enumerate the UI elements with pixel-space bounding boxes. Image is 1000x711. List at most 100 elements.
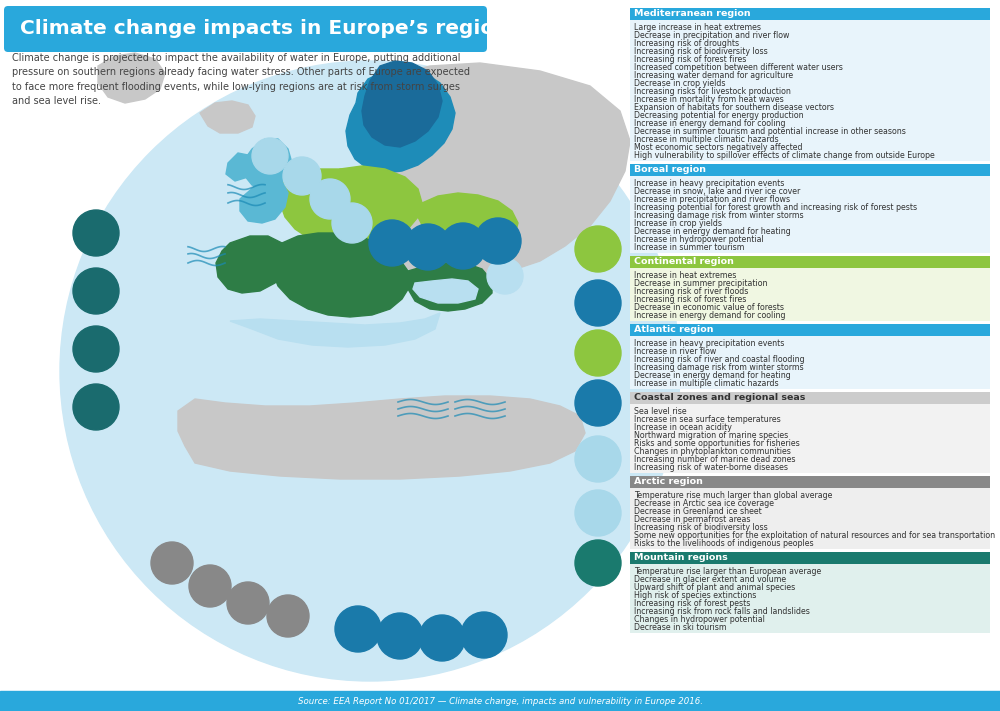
Text: Decrease in permafrost areas: Decrease in permafrost areas [634, 515, 750, 524]
Text: Risks and some opportunities for fisheries: Risks and some opportunities for fisheri… [634, 439, 800, 449]
Text: Increasing risk of biodiversity loss: Increasing risk of biodiversity loss [634, 48, 768, 56]
Circle shape [151, 542, 193, 584]
Text: Arctic region: Arctic region [634, 478, 703, 486]
Text: Increase in sea surface temperatures: Increase in sea surface temperatures [634, 415, 781, 424]
Text: Climate change impacts in Europe’s regions: Climate change impacts in Europe’s regio… [20, 19, 521, 38]
Text: Temperature rise larger than European average: Temperature rise larger than European av… [634, 567, 821, 577]
Text: Increasing number of marine dead zones: Increasing number of marine dead zones [634, 455, 796, 464]
Text: Increased competition between different water users: Increased competition between different … [634, 63, 843, 73]
Text: Increasing potential for forest growth and increasing risk of forest pests: Increasing potential for forest growth a… [634, 203, 917, 213]
Text: Large increase in heat extremes: Large increase in heat extremes [634, 23, 761, 32]
Text: Increase in ocean acidity: Increase in ocean acidity [634, 423, 732, 432]
Text: Increasing risk of water-borne diseases: Increasing risk of water-borne diseases [634, 464, 788, 472]
Text: Changes in phytoplankton communities: Changes in phytoplankton communities [634, 447, 791, 456]
Circle shape [419, 615, 465, 661]
Text: Upward shift of plant and animal species: Upward shift of plant and animal species [634, 583, 795, 592]
Circle shape [73, 268, 119, 314]
Text: Boreal region: Boreal region [634, 166, 706, 174]
Text: Increase in heat extremes: Increase in heat extremes [634, 272, 736, 280]
Circle shape [575, 436, 621, 482]
Text: Increase in multiple climatic hazards: Increase in multiple climatic hazards [634, 135, 779, 144]
Circle shape [405, 224, 451, 270]
Circle shape [369, 220, 415, 266]
Circle shape [487, 258, 523, 294]
Text: Temperature rise much larger than global average: Temperature rise much larger than global… [634, 491, 832, 501]
Text: Increasing risk of forest pests: Increasing risk of forest pests [634, 599, 750, 609]
Text: Increase in hydropower potential: Increase in hydropower potential [634, 235, 764, 245]
Text: Decrease in energy demand for heating: Decrease in energy demand for heating [634, 371, 791, 380]
Text: Atlantic region: Atlantic region [634, 326, 714, 334]
Polygon shape [340, 166, 422, 247]
Bar [0, 691, 1000, 711]
Bar [630, 336, 990, 389]
Polygon shape [178, 396, 585, 479]
Bar [630, 404, 990, 473]
FancyBboxPatch shape [4, 6, 487, 52]
Circle shape [332, 203, 372, 243]
Bar [630, 488, 990, 549]
Polygon shape [418, 193, 518, 253]
Circle shape [575, 380, 621, 426]
Bar [630, 164, 990, 176]
Text: Increasing risk of forest fires: Increasing risk of forest fires [634, 55, 746, 64]
Circle shape [73, 384, 119, 430]
Text: Decrease in Greenland ice sheet: Decrease in Greenland ice sheet [634, 508, 762, 516]
Text: Northward migration of marine species: Northward migration of marine species [634, 432, 788, 440]
Text: Increasing damage risk from winter storms: Increasing damage risk from winter storm… [634, 211, 804, 220]
Bar [630, 268, 990, 321]
Polygon shape [98, 53, 165, 103]
Text: Increasing risk of river and coastal flooding: Increasing risk of river and coastal flo… [634, 356, 805, 364]
Polygon shape [240, 181, 288, 223]
Text: Increase in energy demand for cooling: Increase in energy demand for cooling [634, 311, 786, 320]
Bar [630, 392, 990, 404]
Text: Increasing risk of river floods: Increasing risk of river floods [634, 287, 748, 296]
Text: Increasing damage risk from winter storms: Increasing damage risk from winter storm… [634, 363, 804, 373]
Circle shape [575, 280, 621, 326]
Text: Continental region: Continental region [634, 257, 734, 267]
Text: Increase in energy demand for cooling: Increase in energy demand for cooling [634, 119, 786, 128]
Text: Decrease in precipitation and river flow: Decrease in precipitation and river flow [634, 31, 790, 41]
Polygon shape [413, 279, 478, 303]
Circle shape [575, 490, 621, 536]
Circle shape [73, 326, 119, 372]
Polygon shape [408, 263, 492, 311]
Bar [630, 476, 990, 488]
Polygon shape [216, 236, 288, 293]
Text: Decrease in ski tourism: Decrease in ski tourism [634, 624, 726, 632]
Text: Expansion of habitats for southern disease vectors: Expansion of habitats for southern disea… [634, 103, 834, 112]
Text: Decrease in crop yields: Decrease in crop yields [634, 80, 726, 88]
Text: Increase in summer tourism: Increase in summer tourism [634, 243, 744, 252]
Text: Increase in river flow: Increase in river flow [634, 347, 716, 356]
Text: Climate change is projected to impact the availability of water in Europe, putti: Climate change is projected to impact th… [12, 53, 470, 106]
Circle shape [227, 582, 269, 624]
Text: Sea level rise: Sea level rise [634, 407, 687, 417]
Text: Increasing risk from rock falls and landslides: Increasing risk from rock falls and land… [634, 607, 810, 616]
Circle shape [575, 226, 621, 272]
Circle shape [73, 210, 119, 256]
Bar [630, 20, 990, 161]
Circle shape [335, 606, 381, 652]
Circle shape [283, 157, 321, 195]
Text: Decreasing potential for energy production: Decreasing potential for energy producti… [634, 112, 804, 120]
Circle shape [575, 540, 621, 586]
Text: High vulnerability to spillover effects of climate change from outside Europe: High vulnerability to spillover effects … [634, 151, 935, 160]
Text: Decrease in Arctic sea ice coverage: Decrease in Arctic sea ice coverage [634, 499, 774, 508]
Text: Decrease in glacier extent and volume: Decrease in glacier extent and volume [634, 575, 786, 584]
Bar [630, 324, 990, 336]
Text: Decrease in summer precipitation: Decrease in summer precipitation [634, 279, 768, 288]
Text: Increasing risk of droughts: Increasing risk of droughts [634, 39, 739, 48]
Circle shape [475, 218, 521, 264]
Polygon shape [230, 313, 440, 347]
Polygon shape [382, 63, 630, 276]
Circle shape [252, 138, 288, 174]
Text: Increase in heavy precipitation events: Increase in heavy precipitation events [634, 179, 784, 188]
Circle shape [575, 330, 621, 376]
Text: Decrease in economic value of forests: Decrease in economic value of forests [634, 304, 784, 312]
Circle shape [267, 595, 309, 637]
Text: Decrease in energy demand for heating: Decrease in energy demand for heating [634, 228, 791, 236]
Circle shape [377, 613, 423, 659]
Text: Increasing risks for livestock production: Increasing risks for livestock productio… [634, 87, 791, 96]
Text: Increase in mortality from heat waves: Increase in mortality from heat waves [634, 95, 784, 105]
Polygon shape [272, 233, 410, 317]
Bar [630, 564, 990, 633]
